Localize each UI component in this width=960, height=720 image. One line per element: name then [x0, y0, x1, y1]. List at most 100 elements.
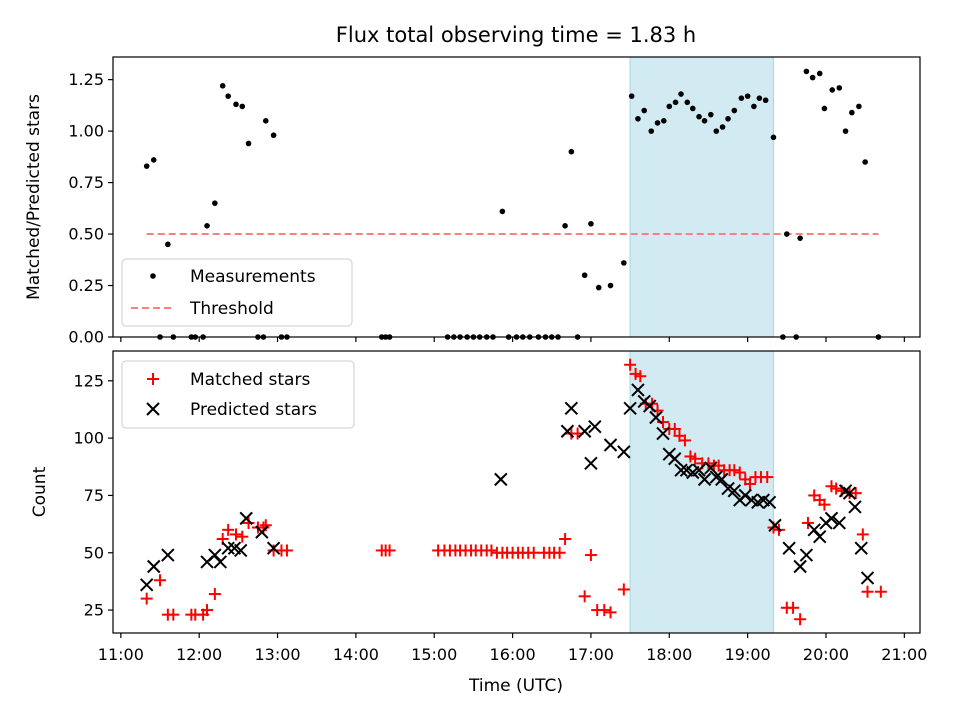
bottom-y-tick-label: 125	[73, 371, 104, 390]
measurement-point	[270, 132, 277, 139]
measurement-point	[719, 124, 726, 130]
bottom-y-tick-label: 50	[84, 543, 104, 562]
bottom-highlight-span	[630, 351, 774, 633]
measurement-point	[581, 272, 588, 279]
legend-measurements-marker	[150, 273, 156, 279]
top-plot-frame	[112, 56, 921, 338]
matched-star-point	[678, 434, 691, 447]
top-legend-box	[121, 258, 353, 327]
measurement-point	[648, 128, 655, 134]
predicted-star-point	[782, 541, 796, 555]
predicted-star-point	[727, 484, 742, 498]
matched-star-point	[668, 422, 681, 435]
predicted-star-point	[642, 399, 657, 413]
measurement-point	[803, 68, 810, 75]
predicted-star-point	[715, 472, 729, 487]
predicted-star-point	[603, 438, 618, 452]
top-y-tick-label: 0.00	[68, 328, 104, 347]
matched-star-point	[578, 590, 591, 603]
matched-star-point	[154, 574, 167, 587]
predicted-star-point	[854, 541, 868, 555]
predicted-star-point	[239, 511, 253, 526]
predicted-star-point	[577, 424, 592, 438]
measurement-point	[562, 223, 568, 229]
measurement-point	[809, 74, 816, 81]
measurement-point	[744, 93, 751, 99]
matched-star-point	[624, 358, 637, 371]
matched-star-point	[733, 466, 746, 479]
bottom-x-tick-label: 19:00	[725, 645, 771, 664]
legend-matched-label: Matched stars	[190, 370, 310, 390]
measurement-point	[654, 120, 661, 126]
measurement-point	[635, 115, 641, 122]
measurement-point	[588, 220, 594, 227]
predicted-star-point	[213, 555, 228, 569]
matched-star-point	[383, 544, 396, 557]
matched-star-point	[527, 546, 540, 559]
predicted-star-point	[161, 548, 175, 562]
matched-star-point	[559, 533, 572, 545]
predicted-star-point	[838, 484, 853, 498]
measurement-point	[862, 159, 868, 165]
predicted-star-point	[221, 541, 235, 555]
matched-star-point	[849, 487, 862, 500]
predicted-star-point	[255, 525, 269, 539]
bottom-x-tick-label: 18:00	[646, 645, 692, 664]
legend-measurements-label: Measurements	[190, 267, 316, 287]
measurement-point	[568, 148, 575, 155]
measurement-point	[784, 231, 790, 237]
measurement-point	[499, 208, 506, 215]
measurement-point	[150, 157, 157, 163]
bottom-x-tick-label: 15:00	[411, 645, 457, 664]
predicted-star-point	[704, 461, 718, 475]
predicted-star-point	[768, 518, 782, 532]
predicted-star-point	[623, 401, 637, 416]
top-highlight-layer	[629, 57, 775, 337]
top-y-tick-label: 0.50	[68, 225, 104, 244]
top-highlight-span	[630, 57, 774, 337]
matched-star-point	[598, 604, 611, 617]
measurement-point	[756, 95, 763, 101]
predicted-star-point	[762, 495, 777, 510]
legend-predicted-marker	[146, 402, 160, 416]
measurement-point	[770, 134, 777, 141]
matched-star-point	[689, 452, 702, 465]
measurement-point	[836, 85, 843, 91]
measurement-point	[233, 101, 239, 108]
matched-star-point	[604, 606, 617, 619]
predicted-star-point	[697, 472, 712, 487]
measurement-point	[262, 118, 269, 124]
bottom-legend: Matched stars Predicted stars	[121, 360, 355, 429]
predicted-star-point	[824, 511, 839, 526]
predicted-star-point	[799, 548, 814, 562]
measurement-point	[713, 128, 720, 134]
measurement-point	[212, 200, 218, 206]
measurement-point	[225, 93, 231, 99]
matched-star-point	[280, 544, 293, 557]
bottom-x-tick-label: 13:00	[254, 645, 300, 664]
predicted-star-point	[631, 383, 645, 397]
measurement-point	[641, 107, 648, 114]
chart-title: Flux total observing time = 1.83 h	[336, 23, 696, 47]
measurement-point	[621, 260, 627, 266]
predicted-star-point	[860, 571, 875, 585]
measurement-point	[797, 235, 803, 241]
bottom-x-tick-label: 12:00	[176, 645, 222, 664]
top-legend: Measurements Threshold	[121, 258, 353, 327]
matched-star-point	[801, 516, 814, 529]
measurement-point	[701, 118, 708, 124]
predicted-star-point	[139, 578, 154, 592]
measurement-point	[696, 113, 702, 120]
legend-predicted-label: Predicted stars	[190, 400, 317, 420]
matched-star-point	[222, 523, 235, 536]
matched-star-point	[201, 604, 214, 617]
measurement-point	[762, 97, 769, 104]
matched-star-point	[743, 477, 756, 490]
measurement-point	[672, 99, 679, 106]
predicted-star-point	[674, 463, 688, 477]
bottom-x-tick-label: 20:00	[803, 645, 849, 664]
bottom-y-axis-label: Count	[30, 466, 50, 517]
matched-star-point	[856, 528, 869, 541]
measurement-point	[678, 91, 684, 97]
